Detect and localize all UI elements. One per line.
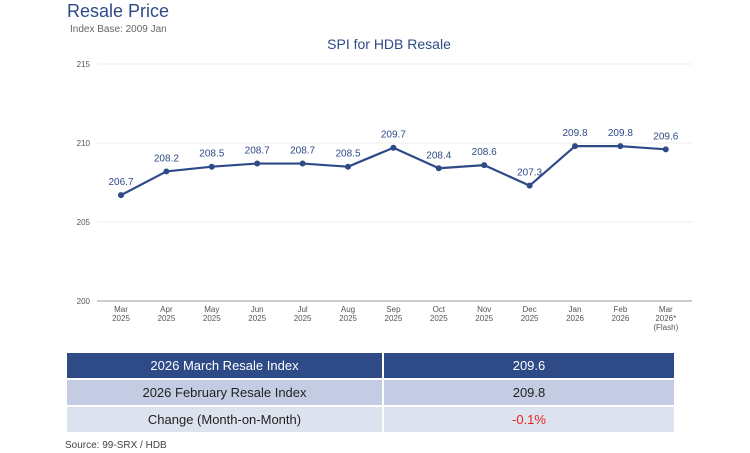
data-point <box>345 163 351 170</box>
y-tick-label: 215 <box>77 60 91 69</box>
x-tick-label: Nov 2025 <box>475 305 493 323</box>
data-label: 208.7 <box>290 146 315 157</box>
table-cell-label: 2026 February Resale Index <box>67 379 384 407</box>
x-tick-label: Mar 2026* (Flash) <box>653 305 678 332</box>
table-cell-value: 209.6 <box>383 353 674 380</box>
x-tick-label: Jun 2025 <box>248 305 266 323</box>
table-row-february-index: 2026 February Resale Index 209.8 <box>67 379 674 407</box>
page-title: Resale Price <box>67 1 170 21</box>
x-tick-label: Jan 2026 <box>566 305 584 323</box>
x-tick-label: Apr 2025 <box>158 305 176 323</box>
x-tick-label: Aug 2025 <box>339 305 357 323</box>
line-chart: SPI for HDB Resale 200 205 210 215 Mar 2025 A… <box>77 36 692 332</box>
index-base-subtitle: Index Base: 2009 Jan <box>70 24 167 35</box>
x-axis-ticks: Mar 2025 Apr 2025 May 2025 Jun 2025 Jul 2025 Aug 20… <box>112 305 678 332</box>
data-point <box>390 144 397 151</box>
data-label: 208.5 <box>199 149 224 160</box>
data-label: 208.6 <box>472 147 497 158</box>
data-point <box>572 143 578 150</box>
data-point <box>662 146 669 153</box>
x-tick-label: May 2025 <box>203 305 221 323</box>
y-tick-label: 210 <box>77 139 91 148</box>
data-point <box>617 143 624 150</box>
data-label: 209.8 <box>608 128 633 139</box>
data-points <box>118 143 669 199</box>
data-label: 206.7 <box>108 177 133 188</box>
data-label: 208.5 <box>335 149 360 160</box>
y-axis-ticks: 200 205 210 215 <box>77 60 91 306</box>
data-point <box>118 192 124 199</box>
data-point <box>299 160 306 167</box>
data-point <box>208 163 215 170</box>
data-label: 209.7 <box>381 130 406 141</box>
data-label: 208.2 <box>154 153 179 164</box>
x-tick-label: Dec 2025 <box>521 305 539 323</box>
table-cell-label: Change (Month-on-Month) <box>67 406 384 434</box>
gridlines <box>97 63 692 302</box>
table-row-change-mom: Change (Month-on-Month) -0.1% <box>67 406 674 434</box>
data-point <box>163 168 170 175</box>
table-cell-value: -0.1% <box>383 406 674 434</box>
y-tick-label: 205 <box>77 218 91 227</box>
y-tick-label: 200 <box>77 297 91 306</box>
chart-title: SPI for HDB Resale <box>327 36 451 52</box>
data-point <box>435 165 442 172</box>
table-row-march-index: 2026 March Resale Index 209.6 <box>67 353 674 380</box>
data-label: 208.7 <box>245 146 270 157</box>
x-tick-label: Oct 2025 <box>430 305 448 323</box>
data-label: 209.8 <box>562 128 587 139</box>
data-point <box>481 162 488 169</box>
data-point <box>526 182 533 189</box>
data-point <box>254 160 261 167</box>
x-tick-label: Feb 2026 <box>612 305 630 323</box>
source-note: Source: 99-SRX / HDB <box>65 440 167 451</box>
table-cell-label: 2026 March Resale Index <box>67 353 384 380</box>
x-tick-label: Jul 2025 <box>294 305 312 323</box>
table-cell-value: 209.8 <box>383 379 674 407</box>
summary-table: 2026 March Resale Index 209.6 2026 Febru… <box>67 353 674 434</box>
data-label: 207.3 <box>517 168 542 179</box>
x-tick-label: Mar 2025 <box>112 305 130 323</box>
data-label: 209.6 <box>653 131 678 142</box>
x-tick-label: Sep 2025 <box>385 305 403 323</box>
data-label: 208.4 <box>426 150 451 161</box>
data-labels: 206.7 208.2 208.5 208.7 208.7 208.5 209.7 208.4… <box>108 128 678 188</box>
